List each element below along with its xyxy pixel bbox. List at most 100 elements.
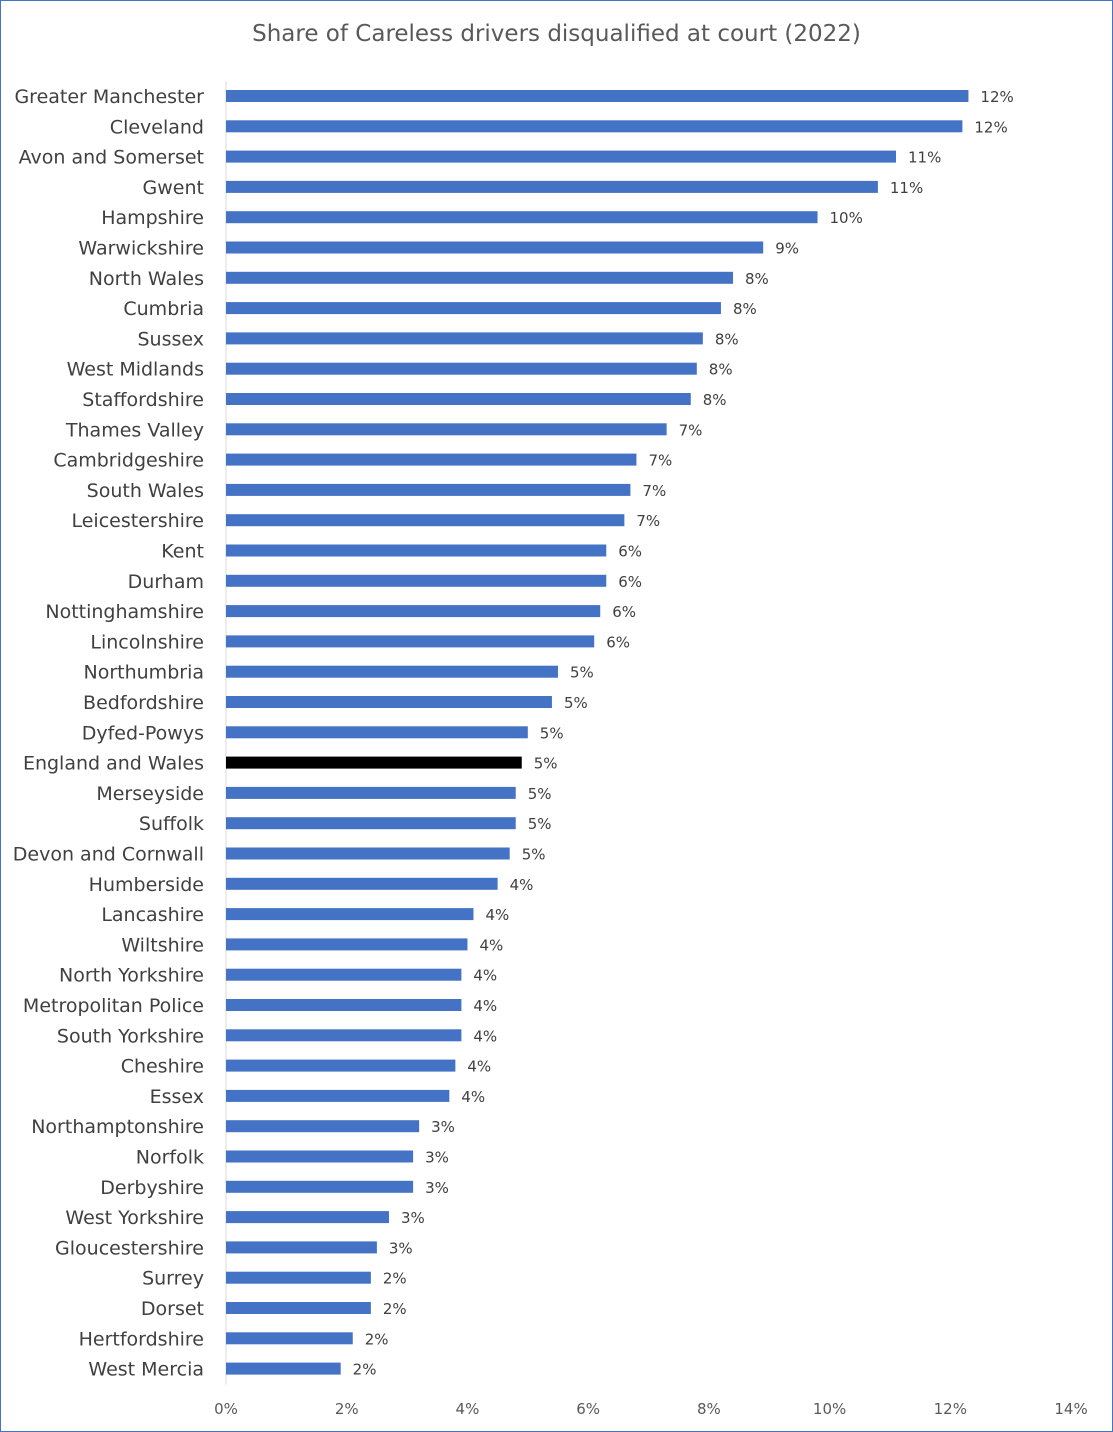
category-label: England and Wales [23, 753, 204, 775]
data-label: 7% [642, 482, 666, 500]
bar [226, 908, 474, 921]
category-label: Warwickshire [78, 238, 204, 260]
x-tick-label: 14% [1054, 1400, 1087, 1418]
data-label: 5% [564, 694, 588, 712]
data-label: 7% [636, 512, 660, 530]
data-label: 3% [425, 1149, 449, 1167]
category-label: Cambridgeshire [53, 450, 204, 472]
bar [226, 211, 818, 224]
bar [226, 665, 558, 678]
data-label: 7% [679, 421, 703, 439]
category-label: Norfolk [136, 1147, 204, 1169]
category-label: Metropolitan Police [23, 995, 204, 1017]
bar [226, 302, 721, 315]
bar [226, 483, 631, 496]
bar [226, 423, 667, 436]
category-label: Gwent [143, 177, 204, 199]
data-label: 4% [473, 967, 497, 985]
bars-layer [226, 90, 969, 1375]
data-label: 8% [715, 330, 739, 348]
data-label: 3% [401, 1209, 425, 1227]
bar [226, 1089, 450, 1102]
bar [226, 786, 516, 799]
data-label: 4% [461, 1088, 485, 1106]
data-label: 12% [974, 118, 1007, 136]
category-label: Sussex [138, 328, 205, 350]
chart-title: Share of Careless drivers disqualified a… [252, 21, 861, 47]
category-label: North Wales [89, 268, 204, 290]
data-label: 2% [383, 1300, 407, 1318]
category-label: West Yorkshire [65, 1207, 204, 1229]
category-label: Wiltshire [121, 934, 204, 956]
data-label: 7% [648, 452, 672, 470]
category-label: Merseyside [96, 783, 204, 805]
bar [226, 726, 528, 739]
data-label: 4% [479, 936, 503, 954]
category-label: Cumbria [123, 298, 204, 320]
data-label: 9% [775, 240, 799, 258]
category-label: Lancashire [101, 904, 204, 926]
bar [226, 150, 896, 163]
data-label: 6% [612, 603, 636, 621]
category-label: Dyfed-Powys [82, 722, 204, 744]
x-tick-label: 4% [456, 1400, 480, 1418]
bar [226, 938, 468, 951]
category-label: Derbyshire [100, 1177, 204, 1199]
category-label: Staffordshire [82, 389, 204, 411]
category-label: South Wales [87, 480, 204, 502]
category-label: Hampshire [101, 207, 204, 229]
category-label: Northumbria [84, 662, 205, 684]
x-tick-label: 12% [934, 1400, 967, 1418]
bar [226, 514, 625, 527]
category-label: Cleveland [110, 116, 204, 138]
data-label: 4% [467, 1058, 491, 1076]
bar [226, 1059, 456, 1072]
labels-layer: Greater Manchester 12% Cleveland 12% Avon an… [13, 86, 1014, 1381]
category-label: Dorset [141, 1298, 204, 1320]
category-label: Bedfordshire [83, 692, 204, 714]
bar [226, 362, 697, 375]
category-label: Thames Valley [65, 419, 204, 441]
category-label: Nottinghamshire [45, 601, 204, 623]
bar [226, 332, 703, 345]
bar [226, 1271, 371, 1284]
data-label: 12% [980, 88, 1013, 106]
x-tick-label: 6% [576, 1400, 600, 1418]
bar [226, 696, 552, 708]
bar [226, 1180, 414, 1193]
axis-layer: 0% 2% 4% 6% 8% 10% 12% 14% [214, 81, 1088, 1418]
category-label: Northamptonshire [31, 1116, 204, 1138]
bar [226, 1029, 462, 1042]
category-label: Lincolnshire [90, 631, 204, 653]
category-label: Durham [128, 571, 204, 593]
data-label: 5% [528, 785, 552, 803]
category-label: West Mercia [88, 1359, 204, 1381]
data-label: 5% [522, 846, 546, 864]
category-label: Cheshire [121, 1056, 204, 1078]
data-label: 10% [830, 209, 863, 227]
category-label: Surrey [142, 1268, 204, 1290]
data-label: 8% [703, 391, 727, 409]
category-label: West Midlands [67, 359, 204, 381]
bar [226, 635, 595, 648]
category-label: Greater Manchester [14, 86, 204, 108]
x-tick-label: 2% [335, 1400, 359, 1418]
bar [226, 1362, 341, 1375]
x-tick-label: 10% [813, 1400, 846, 1418]
bar-highlight [226, 756, 522, 769]
data-label: 5% [534, 755, 558, 773]
bar [226, 1211, 389, 1224]
bar [226, 1332, 353, 1345]
data-label: 4% [485, 906, 509, 924]
data-label: 6% [618, 573, 642, 591]
data-label: 2% [383, 1270, 407, 1288]
data-label: 6% [606, 633, 630, 651]
data-label: 6% [618, 543, 642, 561]
data-label: 5% [540, 724, 564, 742]
bar [226, 90, 969, 102]
data-label: 5% [528, 815, 552, 833]
data-label: 8% [709, 361, 733, 379]
data-label: 8% [745, 270, 769, 288]
bar [226, 847, 510, 860]
